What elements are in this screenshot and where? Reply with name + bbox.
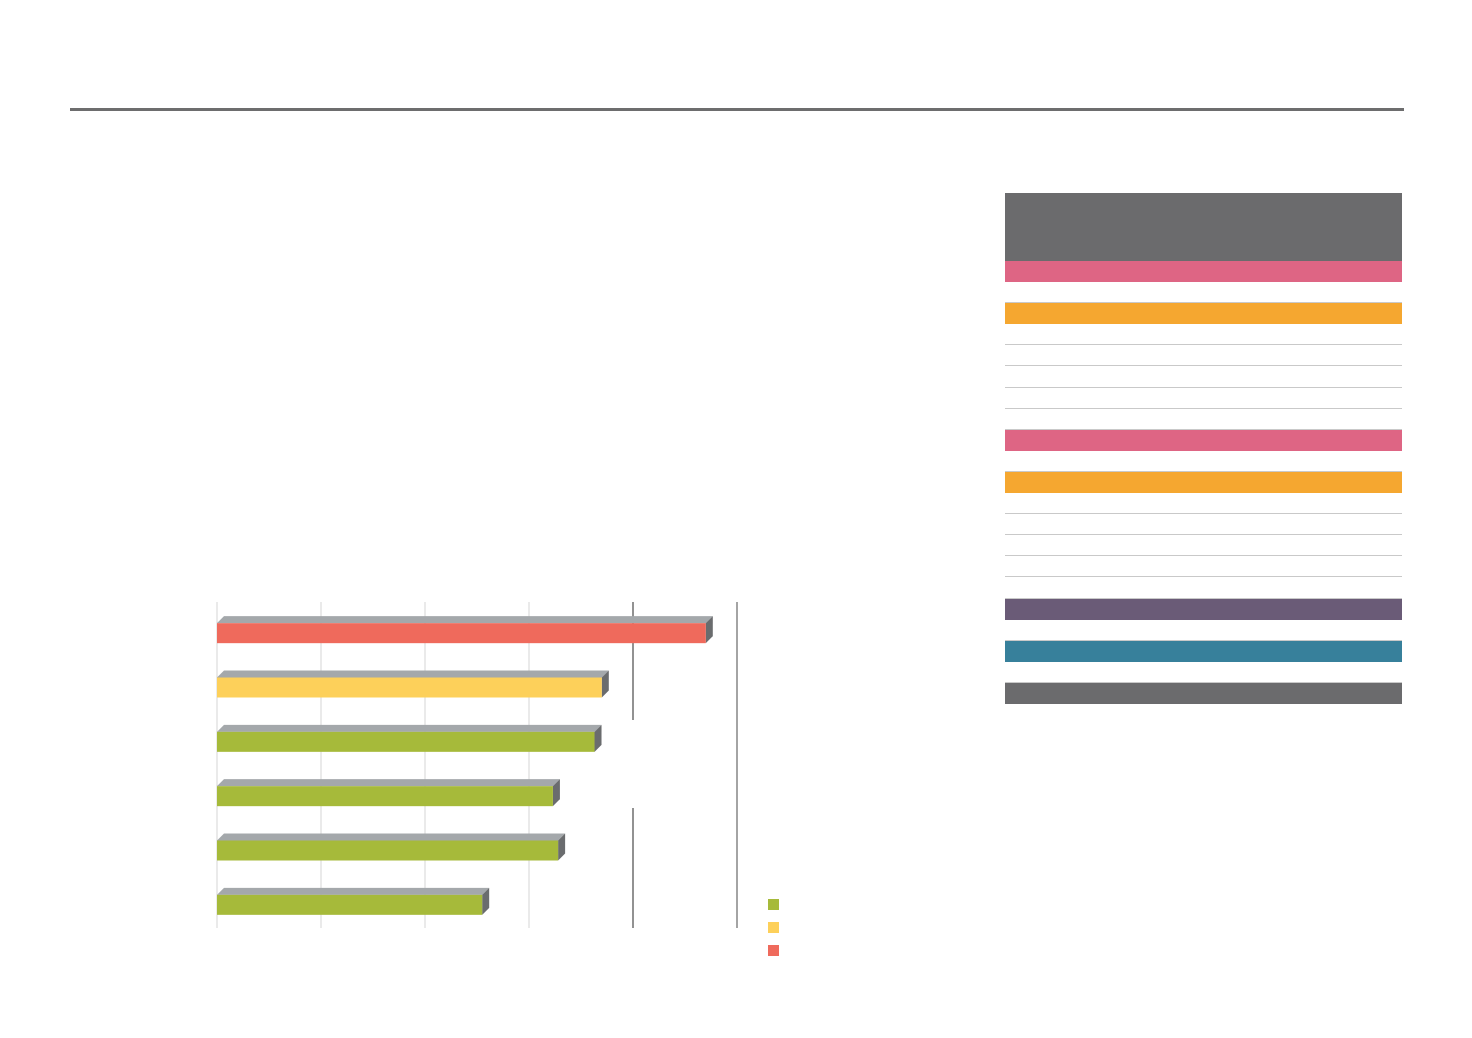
bar	[217, 786, 553, 807]
legend-swatch	[768, 899, 779, 910]
legend-item	[768, 899, 948, 922]
bar-side-face	[705, 616, 713, 644]
bar-top-face	[217, 724, 602, 732]
top-divider-rule	[70, 108, 1404, 111]
table-row	[1005, 662, 1402, 683]
table-row	[1005, 324, 1402, 346]
table-row	[1005, 493, 1402, 515]
bar	[217, 731, 595, 752]
table-row	[1005, 535, 1402, 557]
bar-side-face	[552, 779, 560, 807]
table-row	[1005, 345, 1402, 367]
legend-item	[768, 945, 948, 968]
bar	[217, 840, 559, 861]
bar-side-face	[482, 887, 490, 915]
table-header	[1005, 193, 1402, 261]
bar	[217, 894, 483, 915]
legend-item	[768, 922, 948, 945]
table-section-band	[1005, 303, 1402, 325]
legend-swatch	[768, 922, 779, 933]
bar-side-face	[601, 670, 609, 698]
table-row	[1005, 282, 1402, 304]
bar-top-face	[217, 616, 713, 624]
table-row	[1005, 556, 1402, 578]
table-row	[1005, 367, 1402, 388]
table-section-band	[1005, 683, 1402, 705]
table-row	[1005, 514, 1402, 536]
table-section-band	[1005, 472, 1402, 494]
bar	[217, 677, 602, 698]
legend-swatch	[768, 945, 779, 956]
bar	[217, 623, 706, 644]
chart-legend	[768, 899, 948, 968]
bar-side-face	[594, 724, 602, 752]
table-row	[1005, 409, 1402, 430]
bar-top-face	[217, 670, 609, 678]
table-row	[1005, 451, 1402, 472]
table-row	[1005, 388, 1402, 409]
table-section-band	[1005, 261, 1402, 283]
table-section-band	[1005, 640, 1402, 662]
table-section-band	[1005, 429, 1402, 451]
bar-top-face	[217, 779, 560, 787]
bar-top-face	[217, 887, 490, 895]
table-row	[1005, 578, 1402, 599]
table-section-band	[1005, 598, 1402, 620]
bar-side-face	[558, 833, 566, 861]
bar-top-face	[217, 833, 566, 841]
table-row	[1005, 620, 1402, 641]
